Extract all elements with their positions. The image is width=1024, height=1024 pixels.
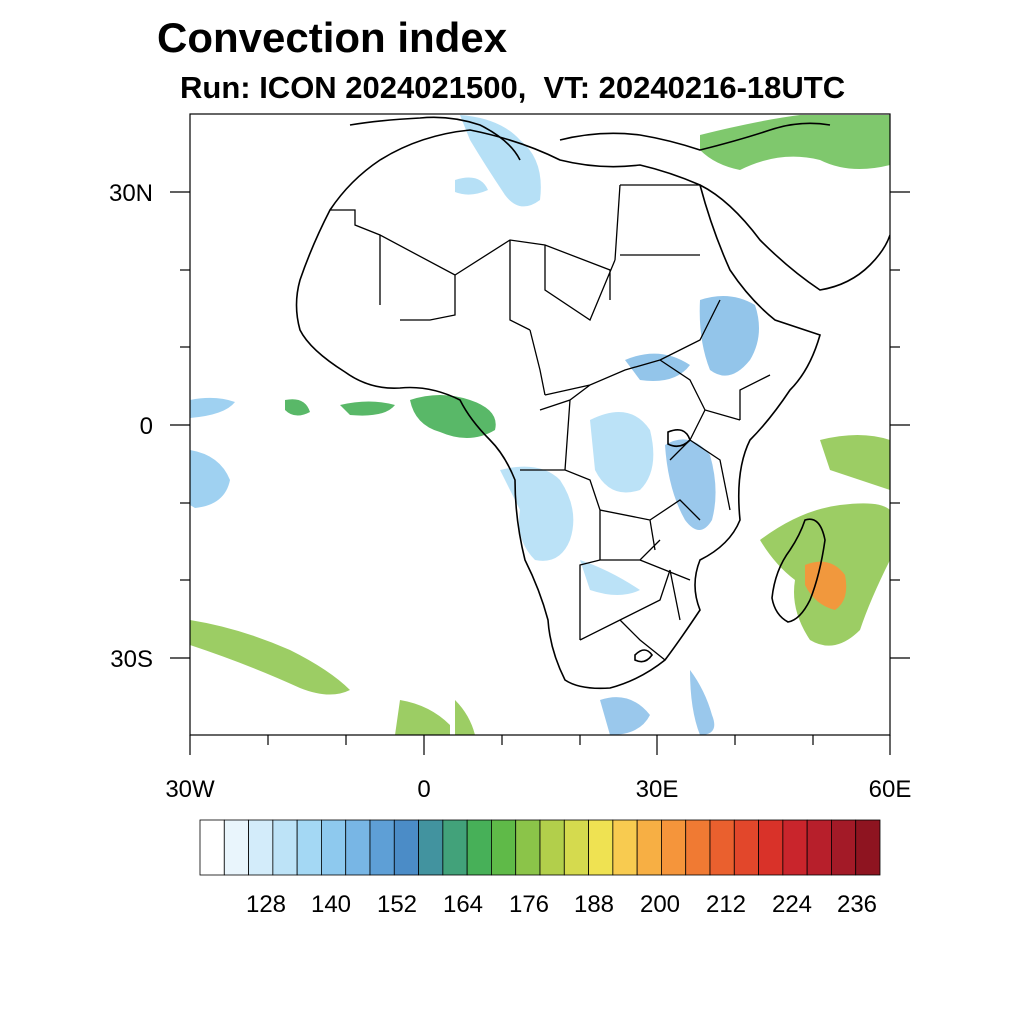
colorbar-labels: 128 140 152 164 176 188 200 212 224 236	[246, 891, 877, 918]
coastlines-borders	[295, 116, 890, 690]
convection-area-madagascar-core	[805, 561, 847, 610]
madagascar-coastline	[771, 518, 826, 623]
colorbar-label: 236	[837, 891, 877, 918]
colorbar-box	[563, 819, 589, 876]
europe-coastline	[349, 116, 831, 161]
convection-area-mozambique-channel	[600, 670, 715, 735]
colorbar-box	[782, 819, 808, 876]
colorbar-box	[248, 819, 274, 876]
colorbar-box	[491, 819, 517, 876]
colorbar-box	[831, 819, 857, 876]
colorbar-box	[418, 819, 444, 876]
chart-subtitle: Run: ICON 2024021500, VT: 20240216-18UTC	[180, 70, 846, 105]
lat-label-30n: 30N	[109, 180, 153, 207]
colorbar-box	[199, 819, 225, 876]
convection-area-ethiopia	[625, 296, 759, 381]
colorbar-box	[709, 819, 735, 876]
convection-area-gulf-of-guinea	[285, 395, 496, 439]
lat-label-30s: 30S	[110, 646, 153, 673]
colorbar-box	[442, 819, 468, 876]
colorbar-box	[661, 819, 687, 876]
colorbar-box	[272, 819, 298, 876]
colorbar-label: 128	[246, 891, 286, 918]
lake-victoria	[667, 429, 691, 448]
colorbar-box	[466, 819, 492, 876]
colorbar-box	[515, 819, 541, 876]
lesotho-border	[634, 649, 653, 663]
lon-label-0: 0	[417, 776, 430, 803]
colorbar-box	[733, 819, 759, 876]
convection-area-congo	[500, 412, 654, 595]
colorbar-box	[393, 819, 419, 876]
country-borders	[330, 184, 771, 661]
convection-field	[190, 115, 890, 735]
convection-area-east-africa	[665, 439, 716, 530]
colorbar-box	[223, 819, 249, 876]
axis-ticks	[170, 191, 910, 755]
lat-label-0: 0	[140, 413, 153, 440]
arabia-coastline	[699, 184, 890, 291]
colorbar-box	[369, 819, 395, 876]
colorbar-label: 176	[509, 891, 549, 918]
colorbar-box	[685, 819, 711, 876]
colorbar-box	[588, 819, 614, 876]
lon-label-30e: 30E	[636, 776, 679, 803]
colorbar-label: 164	[443, 891, 483, 918]
colorbar-box	[636, 819, 662, 876]
chart-title: Convection index	[157, 14, 508, 61]
colorbar-box	[539, 819, 565, 876]
colorbar	[199, 819, 881, 876]
colorbar-box	[345, 819, 371, 876]
colorbar-box	[296, 819, 322, 876]
lon-label-60e: 60E	[869, 776, 912, 803]
colorbar-label: 188	[574, 891, 614, 918]
africa-coastline	[295, 129, 821, 690]
colorbar-box	[612, 819, 638, 876]
colorbar-label: 224	[772, 891, 812, 918]
lon-label-30w: 30W	[165, 776, 215, 803]
colorbar-label: 200	[640, 891, 680, 918]
colorbar-label: 212	[706, 891, 746, 918]
plot-frame	[189, 113, 891, 736]
colorbar-label: 152	[377, 891, 417, 918]
colorbar-box	[806, 819, 832, 876]
convection-area-middle-east	[700, 115, 890, 170]
colorbar-box	[758, 819, 784, 876]
convection-area-north-atlantic	[190, 397, 235, 508]
convection-area-south-atlantic	[190, 620, 475, 735]
colorbar-box	[855, 819, 881, 876]
convection-area-mediterranean	[455, 115, 541, 207]
colorbar-box	[321, 819, 347, 876]
colorbar-label: 140	[311, 891, 351, 918]
